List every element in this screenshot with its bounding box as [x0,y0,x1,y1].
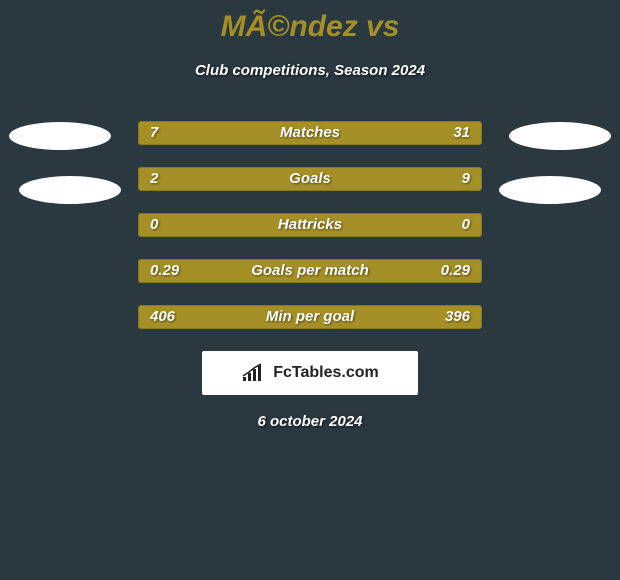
stat-label: Hattricks [138,216,482,233]
stat-value-right: 0.29 [441,262,470,279]
stat-row-goals-per-match: 0.29 Goals per match 0.29 [138,259,482,283]
page-title: MÃ©ndez vs [0,10,620,44]
stat-label: Min per goal [138,308,482,325]
stat-row-hattricks: 0 Hattricks 0 [138,213,482,237]
stat-label: Goals per match [138,262,482,279]
chart-icon [241,363,267,383]
stat-label: Matches [138,124,482,141]
page-subtitle: Club competitions, Season 2024 [0,62,620,79]
comparison-container: MÃ©ndez vs Club competitions, Season 202… [0,0,620,580]
stat-label: Goals [138,170,482,187]
date-text: 6 october 2024 [0,413,620,430]
stat-value-right: 396 [445,308,470,325]
stat-row-min-per-goal: 406 Min per goal 396 [138,305,482,329]
stat-row-goals: 2 Goals 9 [138,167,482,191]
brand-text: FcTables.com [273,364,379,382]
stat-value-right: 31 [453,124,470,141]
stats-area: 7 Matches 31 2 Goals 9 0 Hattricks 0 0.2… [0,121,620,329]
brand-box[interactable]: FcTables.com [202,351,418,395]
stat-value-right: 0 [462,216,470,233]
stat-value-right: 9 [462,170,470,187]
stat-row-matches: 7 Matches 31 [138,121,482,145]
